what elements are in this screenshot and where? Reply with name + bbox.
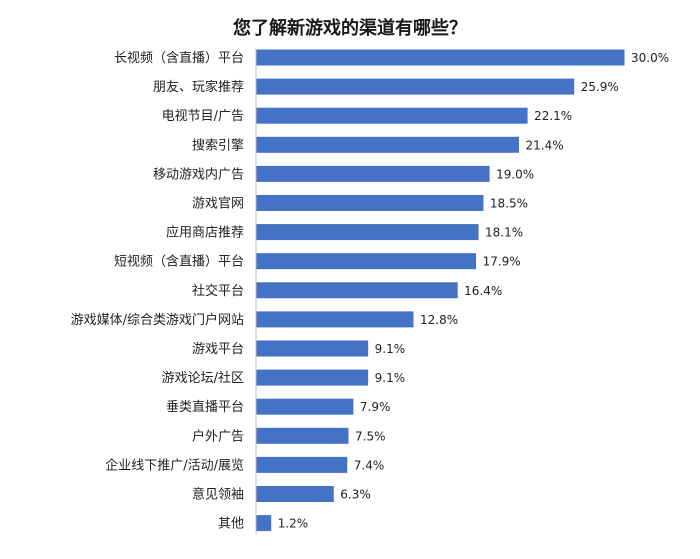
category-label: 社交平台: [192, 283, 244, 299]
value-label: 6.3%: [340, 488, 371, 502]
bar: [256, 369, 369, 386]
bar: [256, 456, 348, 473]
value-label: 9.1%: [375, 371, 406, 385]
category-label: 电视节目/广告: [162, 109, 244, 124]
bar: [256, 49, 625, 66]
value-label: 7.5%: [355, 429, 386, 443]
category-label: 游戏官网: [192, 196, 244, 212]
value-label: 30.0%: [631, 51, 669, 65]
category-label: 移动游戏内广告: [153, 166, 244, 182]
category-label: 长视频（含直播）平台: [114, 50, 244, 66]
value-label: 22.1%: [534, 109, 572, 123]
value-label: 7.4%: [354, 458, 385, 472]
category-label: 搜索引擎: [192, 138, 244, 153]
value-label: 9.1%: [375, 342, 406, 356]
category-label: 游戏论坛/社区: [162, 370, 244, 386]
bar: [256, 486, 334, 502]
bar: [256, 253, 477, 270]
chart-title: 您了解新游戏的渠道有哪些？: [233, 18, 467, 39]
value-label: 21.4%: [526, 138, 564, 152]
bar: [256, 311, 414, 328]
bar: [256, 165, 490, 182]
category-label: 意见领袖: [192, 487, 244, 503]
category-label: 游戏媒体/综合类游戏门户网站: [71, 312, 244, 328]
value-label: 7.9%: [360, 400, 391, 414]
value-label: 12.8%: [420, 313, 458, 327]
bar: [256, 224, 479, 241]
bar: [256, 195, 484, 211]
category-label: 朋友、玩家推荐: [153, 79, 244, 95]
value-label: 18.5%: [490, 197, 528, 211]
bar: [256, 78, 575, 95]
value-label: 19.0%: [496, 167, 534, 181]
bar: [256, 107, 528, 124]
bar: [256, 515, 272, 532]
category-label: 企业线下推广/活动/展览: [105, 457, 244, 473]
category-label: 游戏平台: [192, 342, 244, 357]
bar: [256, 427, 349, 444]
value-label: 16.4%: [464, 284, 502, 298]
value-label: 25.9%: [581, 80, 619, 94]
value-label: 17.9%: [483, 255, 521, 269]
value-label: 18.1%: [485, 226, 523, 240]
value-label: 1.2%: [278, 517, 309, 531]
bar: [256, 282, 458, 299]
category-label: 户外广告: [192, 428, 244, 444]
category-label: 短视频（含直播）平台: [114, 254, 244, 270]
bar: [256, 136, 520, 153]
bar: [256, 340, 369, 357]
category-label: 应用商店推荐: [166, 225, 244, 241]
bar: [256, 398, 354, 415]
category-label: 其他: [218, 517, 244, 532]
category-label: 垂类直播平台: [166, 400, 244, 415]
